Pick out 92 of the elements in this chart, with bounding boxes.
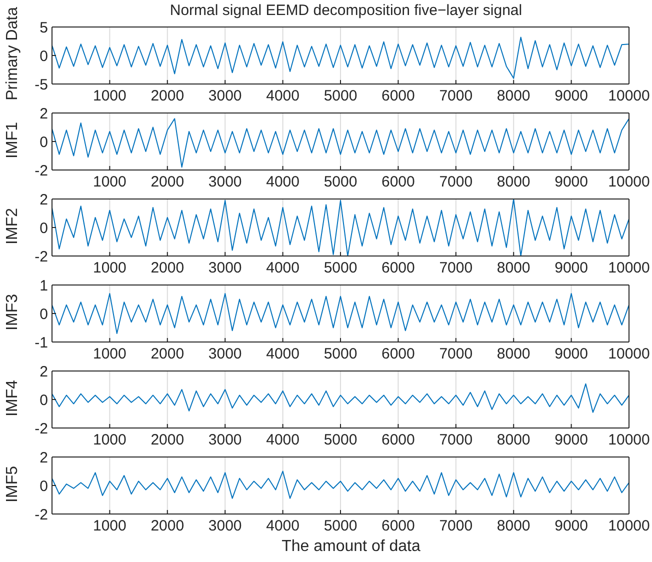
x-tick-label: 3000 [208,260,242,277]
x-tick-label: 10000 [608,346,650,363]
x-tick-label: 3000 [208,174,242,191]
x-tick-label: 7000 [439,260,473,277]
x-tick-label: 10000 [608,260,650,277]
y-tick-label: 2 [40,191,48,208]
y-tick-label: 0 [40,220,48,237]
x-tick-label: 4000 [266,432,300,449]
x-tick-label: 5000 [324,174,358,191]
y-axis-title: IMF4 [4,380,22,416]
line-series [52,36,629,79]
line-series [52,118,629,168]
y-tick-label: -2 [34,162,48,180]
x-tick-label: 4000 [266,88,300,105]
x-tick-label: 1000 [93,346,126,363]
x-tick-label: 2000 [150,88,184,105]
x-tick-label: 9000 [554,432,588,449]
y-tick-label: 2 [40,449,48,466]
x-tick-label: 10000 [608,518,650,535]
x-tick-label: 3000 [208,88,242,105]
x-tick-label: 6000 [382,174,415,191]
x-tick-label: 2000 [150,432,184,449]
x-tick-label: 1000 [93,518,126,535]
y-tick-label: 0 [40,134,48,151]
y-axis-title: Primary Data [4,7,22,101]
x-tick-label: 4000 [266,518,300,535]
x-tick-label: 3000 [208,346,242,363]
y-tick-label: 0 [40,392,48,409]
x-axis-title: The amount of data [280,538,422,556]
x-tick-label: 4000 [266,174,300,191]
y-axis-title: IMF5 [4,466,22,502]
x-tick-label: 9000 [554,260,588,277]
x-tick-label: 1000 [93,260,126,277]
x-tick-label: 10000 [608,174,650,191]
x-tick-label: 7000 [439,518,473,535]
x-tick-label: 5000 [324,518,358,535]
y-tick-label: -2 [34,506,48,524]
x-tick-label: 2000 [150,518,184,535]
x-tick-label: 2000 [150,174,184,191]
x-tick-label: 8000 [496,432,530,449]
y-tick-label: 2 [40,105,48,122]
x-tick-label: 7000 [439,346,473,363]
x-tick-label: 6000 [382,432,415,449]
line-series [52,293,629,334]
y-tick-label: -2 [34,420,48,438]
x-tick-label: 8000 [496,88,530,105]
y-tick-label: 2 [40,363,48,380]
x-tick-label: 1000 [93,432,126,449]
y-tick-label: 5 [40,19,48,36]
x-tick-label: 9000 [554,88,588,105]
x-tick-label: 6000 [382,518,415,535]
y-tick-label: -1 [34,334,48,352]
x-tick-label: 7000 [439,432,473,449]
chart-title: Normal signal EEMD decomposition five−layer signal [170,2,522,19]
x-tick-label: 5000 [324,88,358,105]
x-tick-label: 10000 [608,432,650,449]
x-tick-label: 4000 [266,260,300,277]
x-tick-label: 3000 [208,518,242,535]
x-tick-label: 1000 [93,88,126,105]
y-tick-label: 1 [40,277,48,294]
x-tick-label: 3000 [208,432,242,449]
x-tick-label: 7000 [439,88,473,105]
x-tick-label: 5000 [324,260,358,277]
x-tick-label: 6000 [382,260,415,277]
line-series [52,199,629,256]
y-axis-title: IMF2 [4,208,22,244]
x-tick-label: 7000 [439,174,473,191]
x-tick-label: 9000 [554,518,588,535]
x-tick-label: 1000 [93,174,126,191]
y-tick-label: 0 [40,306,48,323]
y-tick-label: 0 [40,478,48,495]
x-tick-label: 4000 [266,346,300,363]
x-tick-label: 8000 [496,260,530,277]
x-tick-label: 2000 [150,260,184,277]
x-tick-label: 8000 [496,346,530,363]
x-tick-label: 9000 [554,174,588,191]
x-tick-label: 9000 [554,346,588,363]
x-tick-label: 5000 [324,346,358,363]
line-series [52,383,629,413]
x-tick-label: 6000 [382,88,415,105]
y-axis-title: IMF1 [4,122,22,158]
x-tick-label: 8000 [496,174,530,191]
y-axis-title: IMF3 [4,294,22,330]
x-tick-label: 2000 [150,346,184,363]
y-tick-label: 0 [40,48,48,65]
x-tick-label: 6000 [382,346,415,363]
y-tick-label: -5 [34,76,48,94]
x-tick-label: 10000 [608,88,650,105]
x-tick-label: 5000 [324,432,358,449]
line-series [52,470,629,499]
y-tick-label: -2 [34,248,48,266]
x-tick-label: 8000 [496,518,530,535]
